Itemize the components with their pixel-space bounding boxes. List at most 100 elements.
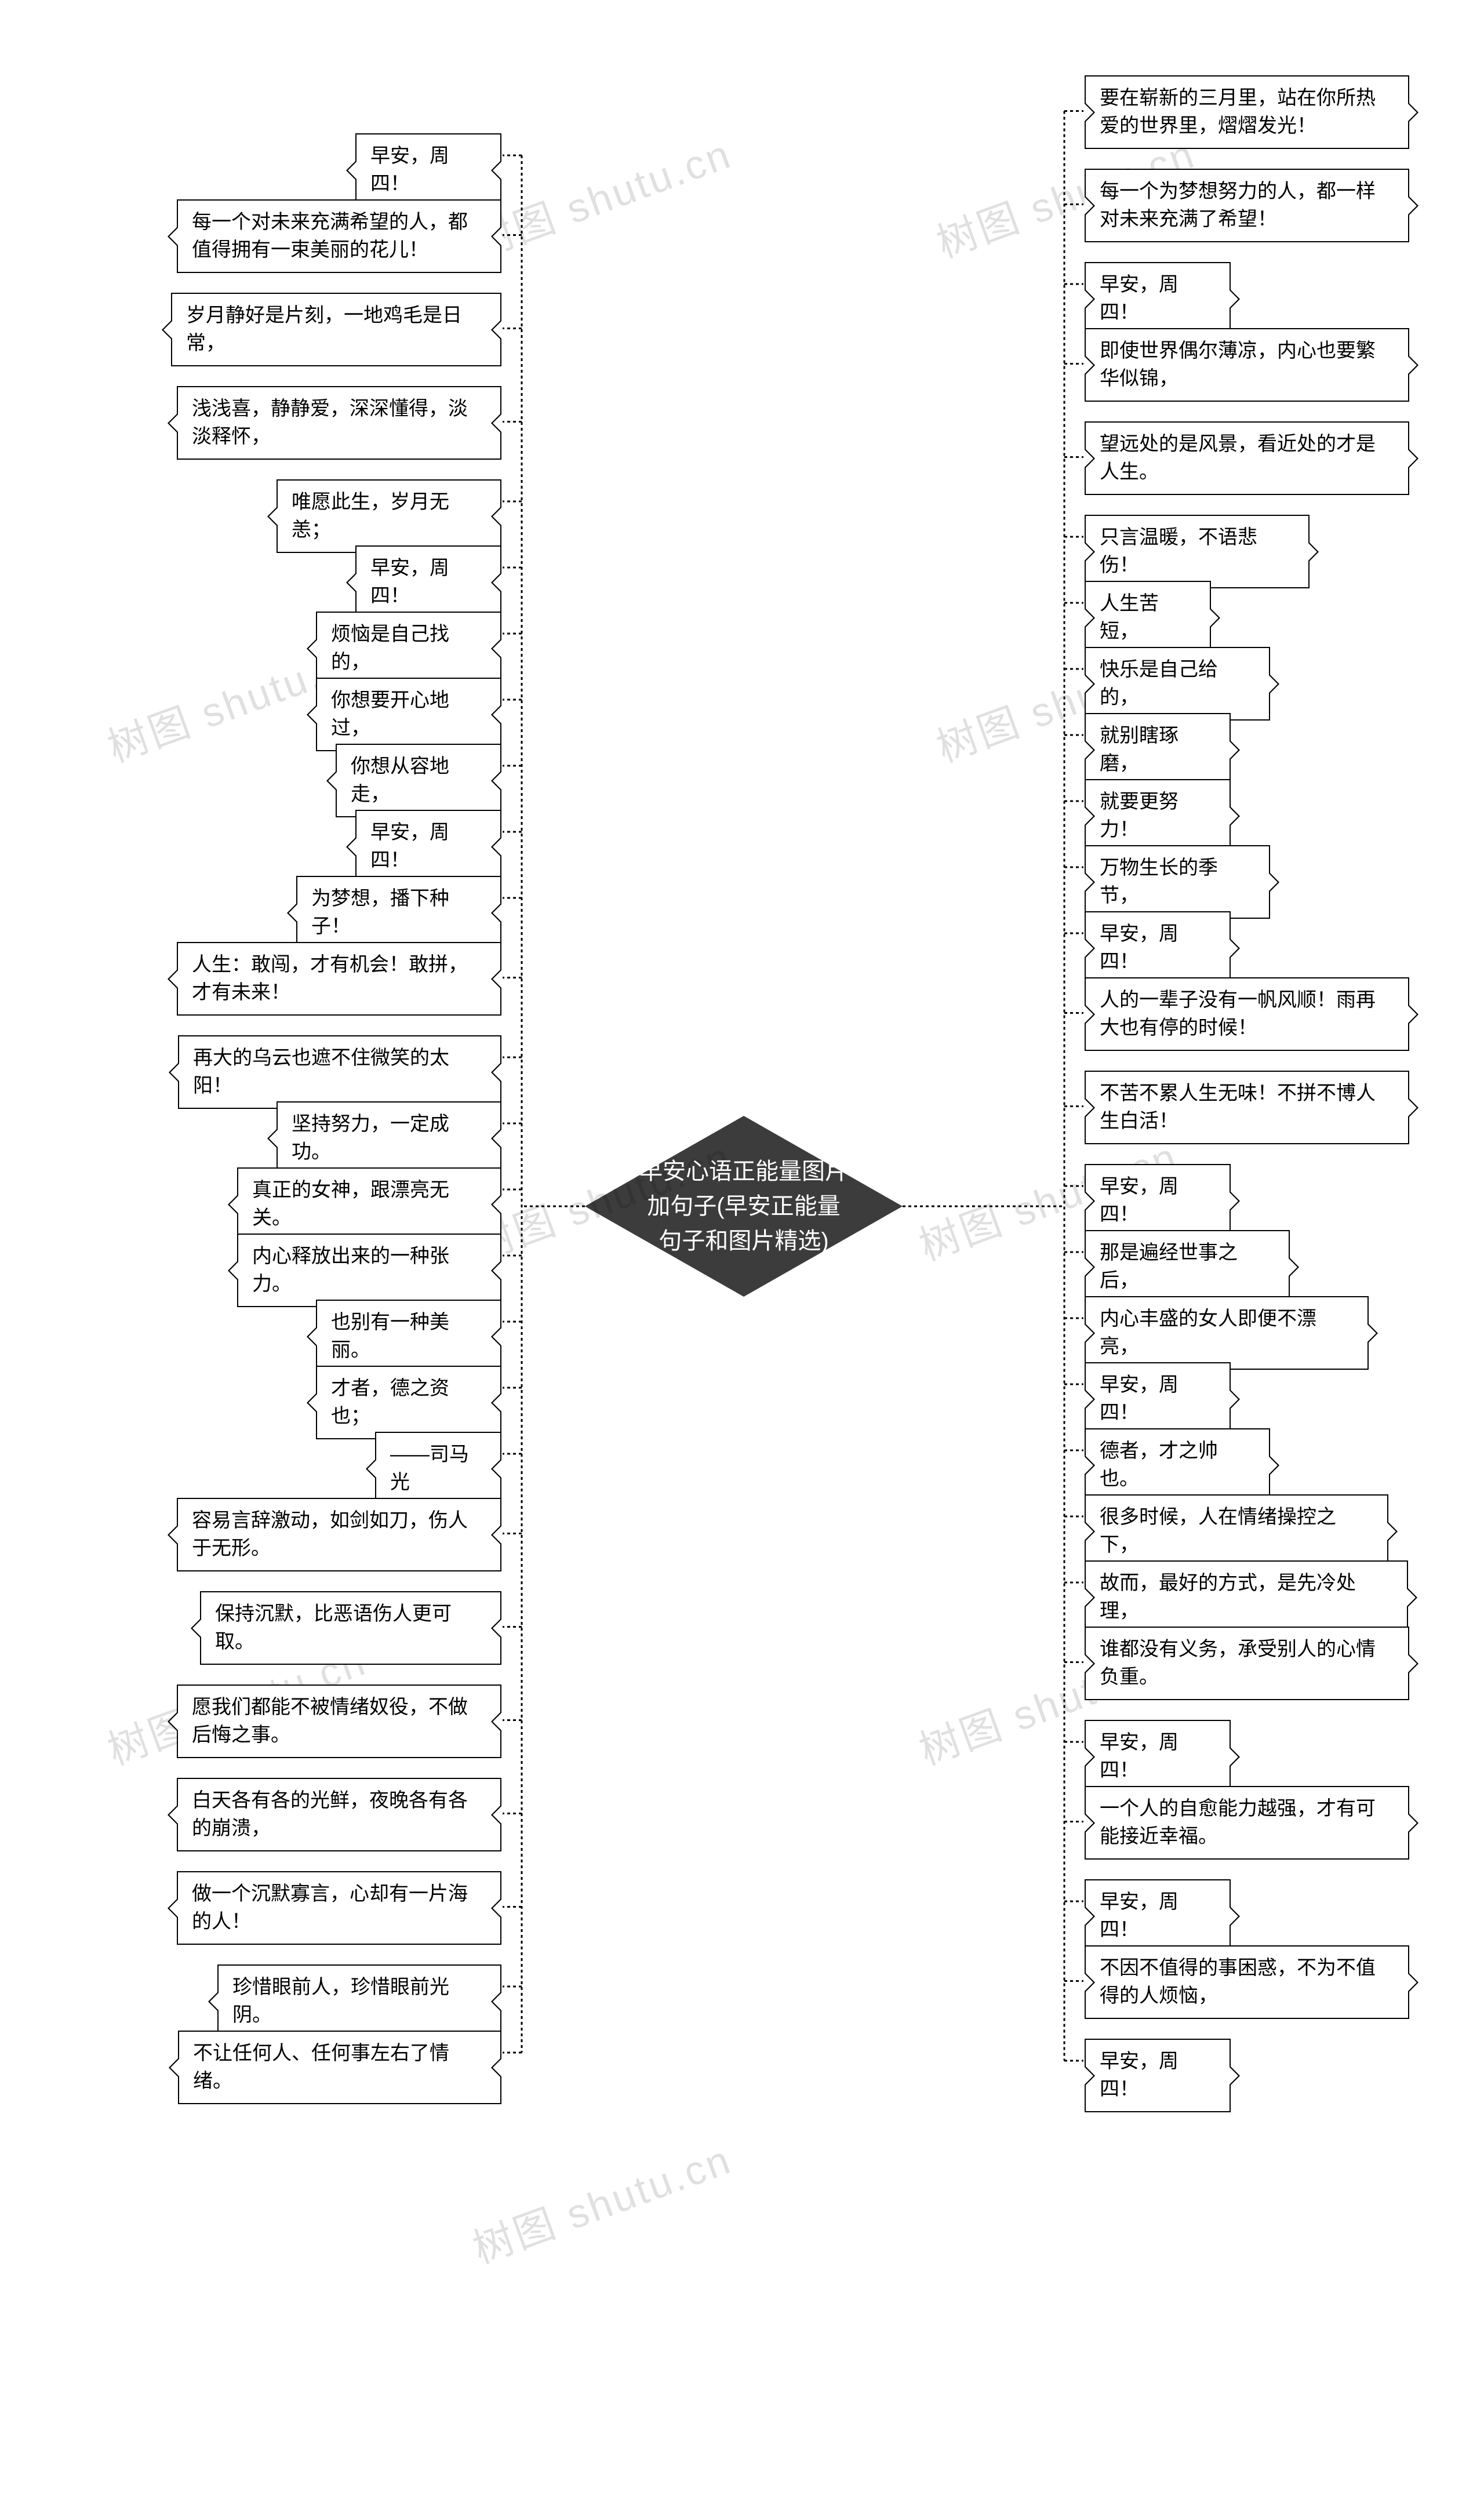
right-node: 万物生长的季节， <box>1085 845 1270 919</box>
right-node: 每一个为梦想努力的人，都一样对未来充满了希望！ <box>1085 169 1409 242</box>
left-node-text: 你想从容地走， <box>351 755 449 805</box>
right-node-text: 一个人的自愈能力越强，才有可能接近幸福。 <box>1100 1798 1376 1847</box>
left-node-text: 坚持努力，一定成功。 <box>292 1113 449 1163</box>
left-node: 浅浅喜，静静爱，深深懂得，淡淡释怀， <box>177 386 501 460</box>
left-node-text: 你想要开心地过， <box>331 689 449 739</box>
left-node: 愿我们都能不被情绪奴役，不做后悔之事。 <box>177 1685 501 1758</box>
left-node: 唯愿此生，岁月无恙； <box>277 479 501 553</box>
left-node: 你想从容地走， <box>336 744 501 817</box>
left-node-text: 早安，周四！ <box>370 557 449 607</box>
left-node: 每一个对未来充满希望的人，都值得拥有一束美丽的花儿！ <box>177 199 501 273</box>
left-node-text: 白天各有各的光鲜，夜晚各有各的崩溃， <box>192 1789 468 1839</box>
right-node: 早安，周四！ <box>1085 262 1231 336</box>
left-node-text: 唯愿此生，岁月无恙； <box>292 491 449 541</box>
left-node: 不让任何人、任何事左右了情绪。 <box>178 2031 501 2104</box>
right-node: 望远处的是风景，看近处的才是人生。 <box>1085 421 1409 495</box>
right-node: 就别瞎琢磨， <box>1085 713 1231 787</box>
left-node-text: 人生：敢闯，才有机会！敢拼，才有未来！ <box>192 954 468 1003</box>
left-node-text: 早安，周四！ <box>370 821 449 871</box>
left-node-text: 每一个对未来充满希望的人，都值得拥有一束美丽的花儿！ <box>192 211 468 261</box>
right-node: 不苦不累人生无味！不拼不博人生白活！ <box>1085 1071 1409 1144</box>
left-node: 保持沉默，比恶语伤人更可取。 <box>200 1591 501 1665</box>
left-node: 你想要开心地过， <box>316 678 501 751</box>
left-node: 早安，周四！ <box>355 133 501 207</box>
right-node-text: 人生苦短， <box>1100 592 1159 642</box>
left-node-text: 珍惜眼前人，珍惜眼前光阴。 <box>232 1976 449 2026</box>
left-node: 做一个沉默寡言，心却有一片海的人！ <box>177 1871 501 1945</box>
right-node: 快乐是自己给的， <box>1085 647 1270 721</box>
left-node: 为梦想，播下种子！ <box>296 876 501 949</box>
left-node: ——司马光 <box>375 1432 501 1505</box>
right-node-text: 很多时候，人在情绪操控之下， <box>1100 1506 1336 1556</box>
left-node: 人生：敢闯，才有机会！敢拼，才有未来！ <box>177 942 501 1016</box>
left-node-text: 内心释放出来的一种张力。 <box>252 1245 449 1295</box>
watermark: 树图 shutu.cn <box>464 2127 739 2275</box>
right-node: 德者，才之帅也。 <box>1085 1428 1270 1502</box>
left-node-text: 也别有一种美丽。 <box>331 1311 449 1361</box>
right-node-text: 不因不值得的事困惑，不为不值得的人烦恼， <box>1100 1957 1376 2007</box>
right-node-text: 早安，周四！ <box>1100 274 1179 323</box>
left-node: 珍惜眼前人，珍惜眼前光阴。 <box>217 1964 501 2038</box>
right-node: 即使世界偶尔薄凉，内心也要繁华似锦， <box>1085 328 1409 402</box>
left-node-text: 为梦想，播下种子！ <box>311 887 449 937</box>
right-node-text: 内心丰盛的女人即便不漂亮， <box>1100 1308 1316 1358</box>
left-node: 坚持努力，一定成功。 <box>277 1101 501 1175</box>
left-node: 早安，周四！ <box>355 545 501 619</box>
left-node-text: 不让任何人、任何事左右了情绪。 <box>193 2042 449 2092</box>
right-node: 一个人的自愈能力越强，才有可能接近幸福。 <box>1085 1786 1409 1860</box>
right-node: 很多时候，人在情绪操控之下， <box>1085 1494 1388 1568</box>
left-node: 才者，德之资也； <box>316 1366 501 1439</box>
right-node-text: 那是遍经世事之后， <box>1100 1242 1238 1291</box>
right-node: 就要更努力！ <box>1085 779 1231 853</box>
right-node-text: 早安，周四！ <box>1100 923 1179 973</box>
left-node-text: 真正的女神，跟漂亮无关。 <box>252 1179 449 1229</box>
right-node: 早安，周四！ <box>1085 1164 1231 1238</box>
right-node: 只言温暖，不语悲伤！ <box>1085 515 1310 588</box>
right-node-text: 只言温暖，不语悲伤！ <box>1100 526 1257 576</box>
right-node: 人生苦短， <box>1085 581 1211 654</box>
right-node-text: 谁都没有义务，承受别人的心情负重。 <box>1100 1638 1376 1688</box>
left-node-text: 才者，德之资也； <box>331 1377 449 1427</box>
left-node: 烦恼是自己找的， <box>316 612 501 685</box>
right-node: 那是遍经世事之后， <box>1085 1230 1290 1304</box>
right-node: 不因不值得的事困惑，不为不值得的人烦恼， <box>1085 1945 1409 2019</box>
right-node-text: 故而，最好的方式，是先冷处理， <box>1100 1572 1356 1622</box>
right-node: 早安，周四！ <box>1085 2039 1231 2112</box>
left-node: 早安，周四！ <box>355 810 501 883</box>
mindmap-canvas: 树图 shutu.cn树图 shutu.cn树图 shutu.cn树图 shut… <box>0 0 1484 2514</box>
left-node-text: 浅浅喜，静静爱，深深懂得，淡淡释怀， <box>192 398 468 448</box>
watermark: 树图 shutu.cn <box>464 122 739 270</box>
center-topic: 早安心语正能量图片加句子(早安正能量句子和图片精选) <box>625 1156 862 1256</box>
left-node-text: 做一个沉默寡言，心却有一片海的人！ <box>192 1883 468 1933</box>
right-node-text: 早安，周四！ <box>1100 2050 1179 2100</box>
right-node: 内心丰盛的女人即便不漂亮， <box>1085 1296 1369 1370</box>
left-node-text: 再大的乌云也遮不住微笑的太阳！ <box>193 1047 449 1097</box>
right-node: 要在崭新的三月里，站在你所热爱的世界里，熠熠发光！ <box>1085 75 1409 149</box>
right-node-text: 早安，周四！ <box>1100 1176 1179 1225</box>
left-node: 也别有一种美丽。 <box>316 1300 501 1373</box>
left-node-text: ——司马光 <box>390 1443 469 1493</box>
left-node: 内心释放出来的一种张力。 <box>237 1234 501 1307</box>
left-node-text: 岁月静好是片刻，一地鸡毛是日常， <box>186 304 462 354</box>
right-node: 人的一辈子没有一帆风顺！雨再大也有停的时候！ <box>1085 977 1409 1051</box>
left-node-text: 早安，周四！ <box>370 145 449 195</box>
right-node: 早安，周四！ <box>1085 1879 1231 1953</box>
right-node-text: 快乐是自己给的， <box>1100 658 1218 708</box>
left-node-text: 愿我们都能不被情绪奴役，不做后悔之事。 <box>192 1696 468 1746</box>
right-node-text: 望远处的是风景，看近处的才是人生。 <box>1100 433 1376 483</box>
right-node: 早安，周四！ <box>1085 911 1231 985</box>
left-node-text: 保持沉默，比恶语伤人更可取。 <box>215 1603 452 1653</box>
left-node: 白天各有各的光鲜，夜晚各有各的崩溃， <box>177 1778 501 1851</box>
right-node-text: 即使世界偶尔薄凉，内心也要繁华似锦， <box>1100 340 1376 390</box>
right-node-text: 德者，才之帅也。 <box>1100 1440 1218 1490</box>
left-node: 岁月静好是片刻，一地鸡毛是日常， <box>171 293 501 366</box>
right-node-text: 早安，周四！ <box>1100 1731 1179 1781</box>
right-node: 谁都没有义务，承受别人的心情负重。 <box>1085 1627 1409 1700</box>
right-node-text: 就别瞎琢磨， <box>1100 725 1179 774</box>
right-node-text: 不苦不累人生无味！不拼不博人生白活！ <box>1100 1082 1376 1132</box>
right-node-text: 早安，周四！ <box>1100 1374 1179 1424</box>
right-node-text: 人的一辈子没有一帆风顺！雨再大也有停的时候！ <box>1100 989 1376 1039</box>
left-node: 再大的乌云也遮不住微笑的太阳！ <box>178 1035 501 1109</box>
right-node: 故而，最好的方式，是先冷处理， <box>1085 1560 1408 1634</box>
right-node-text: 每一个为梦想努力的人，都一样对未来充满了希望！ <box>1100 180 1376 230</box>
